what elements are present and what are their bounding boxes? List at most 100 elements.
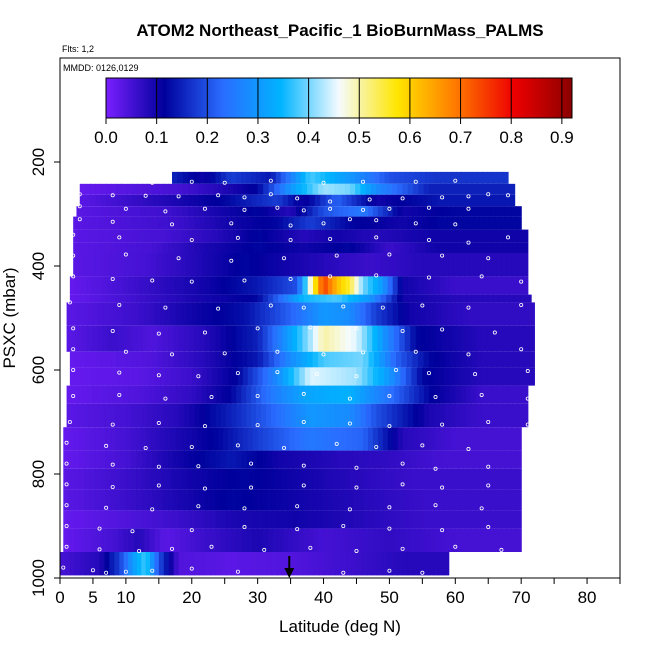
curtain-cell [127,325,134,352]
curtain-cell [463,450,470,469]
curtain-cell [217,367,224,386]
curtain-cell [307,510,313,529]
curtain-cell [144,276,150,295]
curtain-cell [450,242,457,253]
curtain-cell [517,253,524,277]
curtain-cell [331,229,338,243]
curtain-cell [112,276,119,295]
curtain-cell [183,351,190,368]
curtain-cell [365,302,372,326]
curtain-cell [239,302,246,326]
sample-point [71,274,76,279]
curtain-cell [170,385,177,404]
curtain-cell [379,385,386,404]
curtain-cell [231,528,238,552]
curtain-cell [323,302,330,326]
curtain-cell [140,206,147,217]
colorbar-tick-label: 0.0 [94,128,118,147]
flights-label: Flts: 1,2 [62,44,94,54]
curtain-cell [456,171,463,184]
curtain-cell [376,403,383,428]
colorbar-gradient [105,77,573,119]
curtain-cell [128,302,135,326]
curtain-cell [382,552,388,576]
curtain-cell [118,302,125,326]
curtain-cell [131,183,138,195]
curtain-cell [288,450,295,469]
curtain-cell [281,385,288,404]
sample-point [387,505,392,510]
curtain-cell [285,183,292,195]
curtain-cell [487,294,494,303]
curtain-cell [476,385,483,404]
curtain-cell [369,242,376,253]
curtain-cell [413,427,419,451]
curtain-cell [75,351,81,368]
curtain-cell [349,216,356,230]
curtain-cell [218,229,224,243]
curtain-cell [147,351,153,368]
curtain-cell [498,183,505,195]
curtain-cell [178,403,185,428]
curtain-cell [236,403,242,428]
curtain-cell [171,253,177,277]
curtain-cell [120,242,127,253]
curtain-cell [117,367,124,386]
curtain-cell [152,450,159,469]
curtain-cell [115,242,122,253]
curtain-cell [120,468,127,490]
curtain-cell [204,171,211,184]
curtain-cell [460,367,467,386]
curtain-cell [68,489,75,511]
curtain-cell [134,229,141,243]
curtain-cell [302,468,309,490]
curtain-cell [89,510,96,529]
curtain-cell [473,450,480,469]
curtain-cell [236,385,242,404]
curtain-cell [375,294,382,303]
curtain-cell [100,183,107,195]
curtain-cell [352,450,359,469]
curtain-cell [402,206,409,217]
colorbar-tick-label: 0.6 [398,128,422,147]
curtain-cell [197,427,203,451]
curtain-cell [359,242,366,253]
y-tick-label: 600 [29,356,48,384]
curtain-cell [199,171,206,184]
curtain-cell [68,427,75,451]
sample-point [242,195,247,200]
curtain-cell [439,510,445,529]
curtain-cell [468,302,475,326]
curtain-cell [183,242,190,253]
curtain-cell [157,403,164,428]
curtain-cell [68,450,75,469]
curtain-cell [277,194,284,207]
curtain-cell [479,468,485,490]
curtain-cell [149,385,156,404]
curtain-cell [381,183,388,195]
curtain-cell [421,450,427,469]
curtain-cell [353,294,360,303]
curtain-cell [226,276,232,295]
colorbar-tick-label: 0.7 [449,128,473,147]
curtain-cell [325,450,332,469]
curtain-cell [402,294,409,303]
curtain-cell [194,194,200,207]
curtain-cell [369,294,376,303]
curtain-cell [529,367,535,386]
curtain-cell [497,385,503,404]
curtain-cell [121,183,128,195]
curtain-cell [94,242,101,253]
sample-point [413,221,418,226]
curtain-cell [125,242,132,253]
curtain-cell [465,367,472,386]
curtain-cell [506,229,513,243]
curtain-cell [120,216,127,230]
curtain-cell [455,206,461,217]
curtain-cell [91,367,98,386]
curtain-cell [119,552,125,576]
sample-point [387,424,392,429]
curtain-cell [272,528,279,552]
curtain-cell [295,403,302,428]
sample-point [466,206,471,211]
